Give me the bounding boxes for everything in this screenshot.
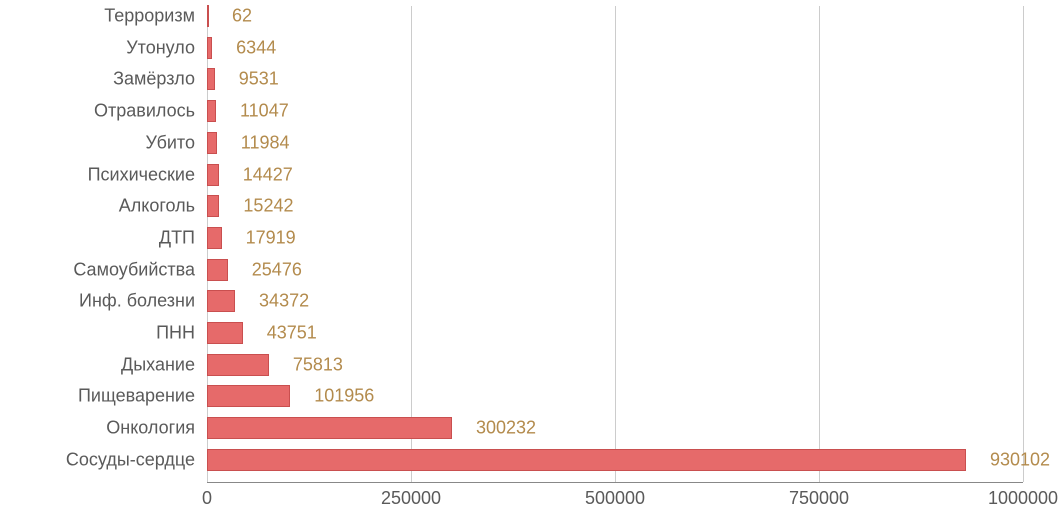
category-label: Убито [146, 132, 195, 153]
bar [207, 5, 209, 27]
category-label: Утонуло [126, 37, 195, 58]
value-label: 43751 [267, 323, 317, 344]
value-label: 75813 [293, 354, 343, 375]
plot-area: 02500005000007500001000000Терроризм62Уто… [207, 6, 1023, 482]
value-label: 9531 [239, 69, 279, 90]
value-label: 34372 [259, 291, 309, 312]
bar [207, 164, 219, 186]
value-label: 15242 [243, 196, 293, 217]
value-label: 11047 [240, 101, 289, 122]
bar [207, 385, 290, 407]
category-label: ДТП [159, 227, 195, 248]
value-label: 300232 [476, 418, 536, 439]
causes-bar-chart: 0 250000 500000 750000 1000000 Терроризм 62 Уто… [0, 0, 1058, 518]
bar [207, 417, 452, 439]
value-label: 25476 [252, 259, 302, 280]
x-tick-label: 750000 [789, 488, 849, 509]
bar [207, 132, 217, 154]
category-label: Дыхание [121, 354, 195, 375]
gridline [411, 6, 412, 482]
value-label: 62 [232, 6, 252, 27]
category-label: ПНН [156, 323, 195, 344]
x-tick-label: 500000 [585, 488, 645, 509]
bar [207, 227, 222, 249]
bar [207, 37, 212, 59]
category-label: Алкоголь [119, 196, 195, 217]
bar [207, 68, 215, 90]
gridline [615, 6, 616, 482]
value-label: 930102 [990, 449, 1050, 470]
x-tick-label: 250000 [381, 488, 441, 509]
value-label: 17919 [246, 227, 296, 248]
value-label: 101956 [314, 386, 374, 407]
x-tick-label: 1000000 [988, 488, 1058, 509]
x-axis-line [207, 482, 1023, 483]
category-label: Самоубийства [73, 259, 195, 280]
value-label: 11984 [241, 132, 290, 153]
bar [207, 259, 228, 281]
value-label: 6344 [236, 37, 276, 58]
bar [207, 100, 216, 122]
category-label: Сосуды-сердце [66, 449, 195, 470]
category-label: Замёрзло [113, 69, 195, 90]
gridline [819, 6, 820, 482]
bar [207, 322, 243, 344]
bar [207, 290, 235, 312]
category-label: Инф. болезни [79, 291, 195, 312]
x-tick-label: 0 [202, 488, 212, 509]
category-label: Отравилось [94, 101, 195, 122]
bar [207, 354, 269, 376]
bar [207, 449, 966, 471]
gridline [1023, 6, 1024, 482]
bar [207, 195, 219, 217]
category-label: Терроризм [104, 6, 195, 27]
value-label: 14427 [243, 164, 293, 185]
category-label: Онкология [106, 418, 195, 439]
category-label: Пищеварение [78, 386, 195, 407]
category-label: Психические [88, 164, 195, 185]
